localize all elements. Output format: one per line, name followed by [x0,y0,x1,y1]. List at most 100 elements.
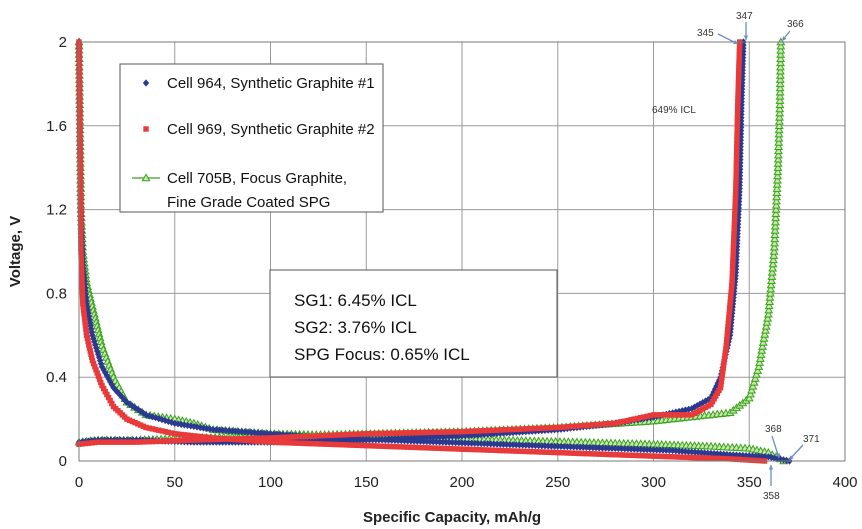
data-point [181,432,188,438]
data-point [468,446,475,453]
data-point [758,452,766,461]
data-point [724,330,731,336]
data-point [152,426,159,433]
data-point [752,452,759,460]
data-point [596,421,602,428]
data-point [159,438,165,444]
y-tick-label: 0.4 [46,369,67,386]
data-point [497,427,503,433]
data-point [77,191,84,198]
data-point [729,276,735,283]
data-point [382,443,389,450]
data-point [776,49,786,58]
data-point [388,435,395,443]
data-point [726,314,732,321]
data-point [458,439,466,447]
data-point [197,433,203,440]
data-point [299,433,306,440]
data-point [732,192,739,198]
info-line: SG1: 6.45% ICL [294,291,417,310]
data-point [756,350,766,358]
data-point [571,450,577,456]
data-point [717,455,724,462]
data-point [522,441,530,449]
data-point [622,452,628,458]
data-point [685,454,692,461]
data-point [382,430,389,437]
data-point [235,427,242,436]
data-point [100,385,107,392]
data-point [525,441,533,449]
data-point [82,320,88,326]
data-point [427,445,433,451]
annotation-label: 366 [787,19,804,30]
data-point [80,304,86,310]
data-point [516,428,523,436]
data-point [462,428,468,435]
data-point [411,444,417,451]
data-point [328,441,334,448]
data-point [77,188,84,194]
data-point [140,409,147,417]
data-point [516,426,523,432]
data-point [775,91,785,100]
data-point [507,426,513,433]
data-point [475,428,481,434]
data-point [734,124,740,131]
data-point [688,405,695,413]
legend-label: Cell 705B, Focus Graphite, [167,170,347,187]
data-point [188,432,194,439]
data-point [140,439,146,445]
data-point [751,369,761,378]
data-point [344,442,350,448]
data-point [634,452,641,459]
data-point [373,443,379,449]
data-point [213,426,220,434]
data-point [708,455,714,461]
data-point [449,438,456,447]
data-point [669,446,676,455]
data-point [162,428,168,435]
data-point [759,333,769,342]
data-point [673,412,679,418]
data-point [730,260,736,267]
data-point [302,440,309,447]
data-point [93,347,101,355]
data-point [775,96,785,104]
data-point [516,448,523,454]
data-point [481,427,488,434]
data-point [666,453,673,460]
data-point [769,251,779,259]
data-point [277,434,283,441]
data-point [376,443,382,449]
data-point [379,443,385,449]
data-point [529,425,535,432]
data-point [91,337,98,346]
data-point [736,58,742,64]
data-point [95,373,102,379]
data-point [705,455,711,461]
data-point [736,70,742,77]
data-point [586,451,593,457]
data-point [679,454,685,460]
data-point [77,128,83,134]
data-point [442,438,450,446]
data-point [696,400,704,408]
data-point [641,453,647,459]
data-point [117,439,124,445]
data-point [459,446,465,452]
data-point [730,241,737,247]
data-point [82,440,89,447]
legend-label: Cell 969, Synthetic Graphite #2 [167,121,375,138]
data-point [590,422,596,428]
data-point [774,125,784,134]
data-point [761,321,771,330]
data-point [727,305,733,311]
data-point [731,237,737,244]
data-point [673,454,679,460]
data-point [732,211,738,218]
data-point [430,429,436,435]
data-point [548,449,555,456]
data-point [363,431,369,437]
